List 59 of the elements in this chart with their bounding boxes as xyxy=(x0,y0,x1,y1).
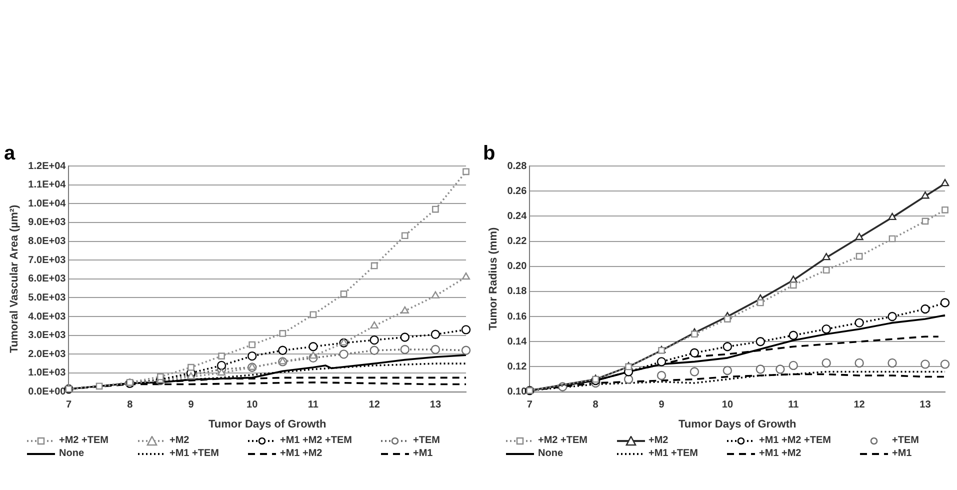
legend-label: +M1 xyxy=(892,448,912,459)
legend-label: None xyxy=(538,448,563,459)
y-axis-title: Tumoral Vascular Area (µm²) xyxy=(8,204,21,353)
chart-title: b xyxy=(483,142,496,165)
legend-label: +TEM xyxy=(892,435,919,446)
x-tick-label: 8 xyxy=(127,400,134,411)
x-tick-label: 10 xyxy=(246,400,258,411)
y-tick-label: 1.2E+04 xyxy=(28,160,66,172)
y-tick-label: 0.24 xyxy=(507,210,528,222)
y-tick-label: 0.16 xyxy=(507,311,528,322)
legend-label: +M1 xyxy=(413,448,433,459)
y-tick-label: 4.0E+03 xyxy=(28,311,66,322)
x-tick-label: 10 xyxy=(722,400,734,411)
y-tick-label: 5.0E+03 xyxy=(28,292,66,304)
y-tick-label: 6.0E+03 xyxy=(28,274,66,285)
x-tick-label: 12 xyxy=(368,400,380,411)
x-tick-label: 12 xyxy=(854,400,866,411)
legend-label: +M2 +TEM xyxy=(538,435,588,446)
legend-label: +M2 xyxy=(170,435,190,446)
y-tick-label: 3.0E+03 xyxy=(28,330,66,342)
legend-label: +M2 +TEM xyxy=(59,435,108,446)
legend-label: +M1 +TEM xyxy=(170,448,219,459)
legend-label: None xyxy=(59,448,84,459)
y-tick-label: 9.0E+03 xyxy=(28,217,66,228)
legend-label: +M1 +M2 +TEM xyxy=(280,435,352,446)
y-tick-label: 0.28 xyxy=(507,160,528,172)
legend-label: +M1 +M2 xyxy=(280,448,322,459)
x-axis-title: Tumor Days of Growth xyxy=(208,418,327,430)
legend-label: +TEM xyxy=(413,435,440,446)
y-tick-label: 2.0E+03 xyxy=(28,348,66,360)
y-tick-label: 0.26 xyxy=(507,186,528,197)
legend-label: +M1 +M2 +TEM xyxy=(759,435,831,446)
y-tick-label: 0.10 xyxy=(507,386,528,398)
x-tick-label: 13 xyxy=(920,400,932,411)
x-tick-label: 7 xyxy=(526,400,533,411)
x-tick-label: 8 xyxy=(592,400,599,411)
x-tick-label: 11 xyxy=(308,400,319,411)
legend-label: +M1 +M2 xyxy=(759,448,802,459)
y-tick-label: 7.0E+03 xyxy=(28,254,66,266)
y-tick-label: 1.0E+03 xyxy=(28,368,66,379)
legend-label: +M1 +TEM xyxy=(648,448,698,459)
x-tick-label: 9 xyxy=(188,400,194,411)
y-tick-label: 1.0E+04 xyxy=(28,198,66,210)
y-tick-label: 8.0E+03 xyxy=(28,236,66,248)
y-axis-title: Tumor Radius (mm) xyxy=(488,227,500,330)
x-tick-label: 11 xyxy=(788,400,800,411)
y-tick-label: 0.12 xyxy=(507,361,528,372)
legend-label: +M2 xyxy=(648,435,668,446)
x-tick-label: 13 xyxy=(430,400,442,411)
y-tick-label: 0.22 xyxy=(507,236,528,248)
y-tick-label: 0.20 xyxy=(507,261,528,272)
x-tick-label: 7 xyxy=(66,400,72,411)
y-tick-label: 1.1E+04 xyxy=(28,180,66,191)
chart-title: a xyxy=(4,142,16,165)
y-tick-label: 0.0E+00 xyxy=(28,386,66,398)
x-tick-label: 9 xyxy=(658,400,665,411)
x-axis-title: Tumor Days of Growth xyxy=(678,418,796,430)
y-tick-label: 0.18 xyxy=(507,286,528,298)
y-tick-label: 0.14 xyxy=(507,336,528,348)
